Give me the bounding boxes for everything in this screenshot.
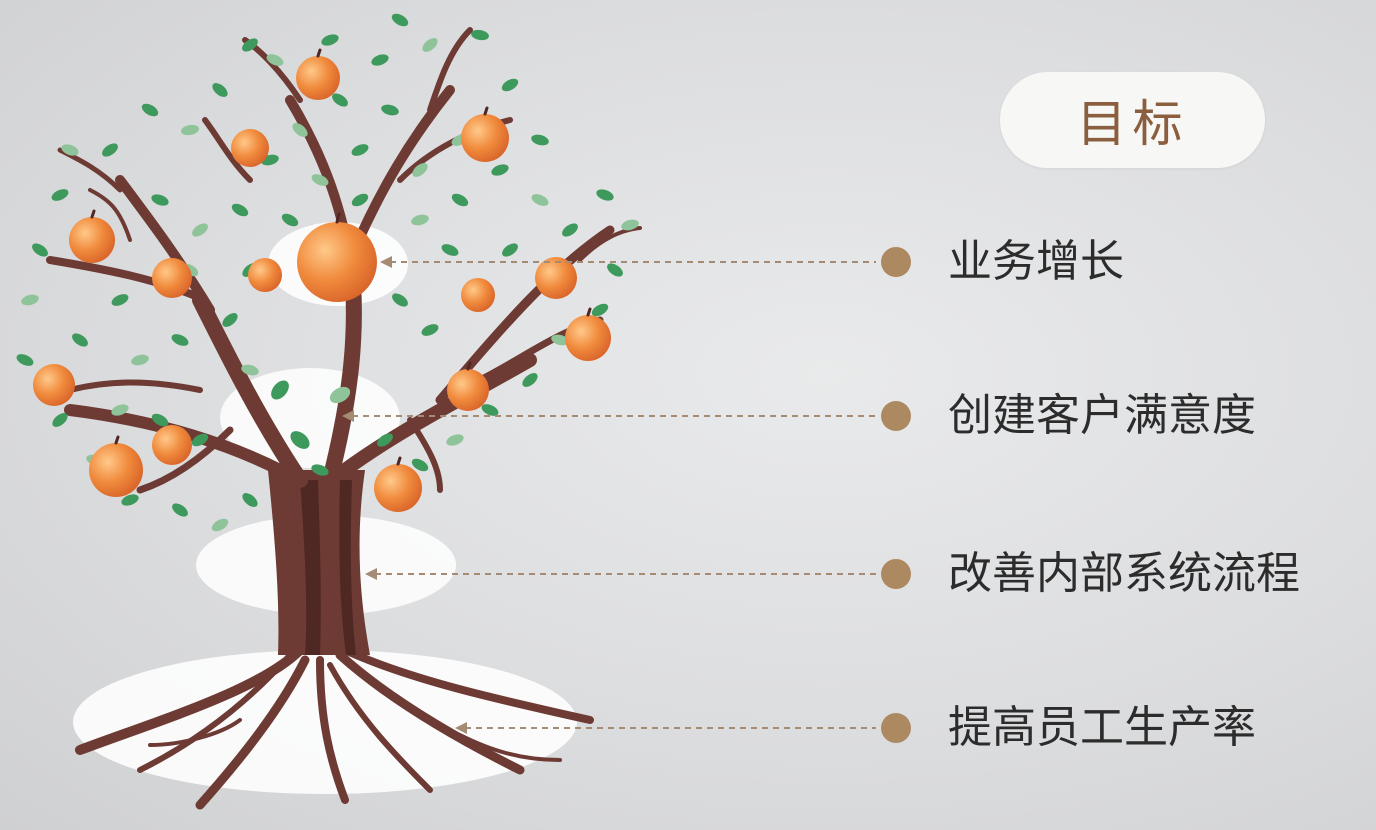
fruit-highlighted xyxy=(297,222,377,302)
goal-label-customer-satisfaction: 创建客户满意度 xyxy=(948,390,1256,441)
goal-label-employee-productivity: 提高员工生产率 xyxy=(948,702,1256,753)
fruit xyxy=(152,258,192,298)
fruit xyxy=(461,114,509,162)
arrow-left-icon xyxy=(455,722,467,734)
goal-dot-icon xyxy=(881,247,911,277)
connectors xyxy=(352,261,876,729)
arrow-left-icon xyxy=(380,256,392,268)
arrow-left-icon xyxy=(365,568,377,580)
goal-dot-icon xyxy=(881,559,911,589)
fruit xyxy=(89,443,143,497)
goal-dot-icon xyxy=(881,401,911,431)
fruit xyxy=(535,257,577,299)
diagram-title: 目标 xyxy=(1076,95,1189,153)
goal-label-business-growth: 业务增长 xyxy=(948,236,1124,287)
fruit-stems xyxy=(90,48,592,466)
fruit xyxy=(374,464,422,512)
trunk xyxy=(268,470,370,655)
fruit xyxy=(152,425,192,465)
fruit xyxy=(33,364,75,406)
goal-dot-icon xyxy=(881,713,911,743)
title-pill: 目标 xyxy=(1000,72,1265,168)
fruit xyxy=(447,369,489,411)
fruit xyxy=(565,315,611,361)
fruit xyxy=(296,56,340,100)
fruit xyxy=(461,278,495,312)
fruit xyxy=(248,258,282,292)
goal-label-internal-process: 改善内部系统流程 xyxy=(948,548,1300,599)
arrow-left-icon xyxy=(342,410,354,422)
fruits xyxy=(33,56,611,512)
connector-arrows xyxy=(342,256,467,734)
fruit xyxy=(69,217,115,263)
roots xyxy=(75,645,594,810)
fruit xyxy=(231,129,269,167)
